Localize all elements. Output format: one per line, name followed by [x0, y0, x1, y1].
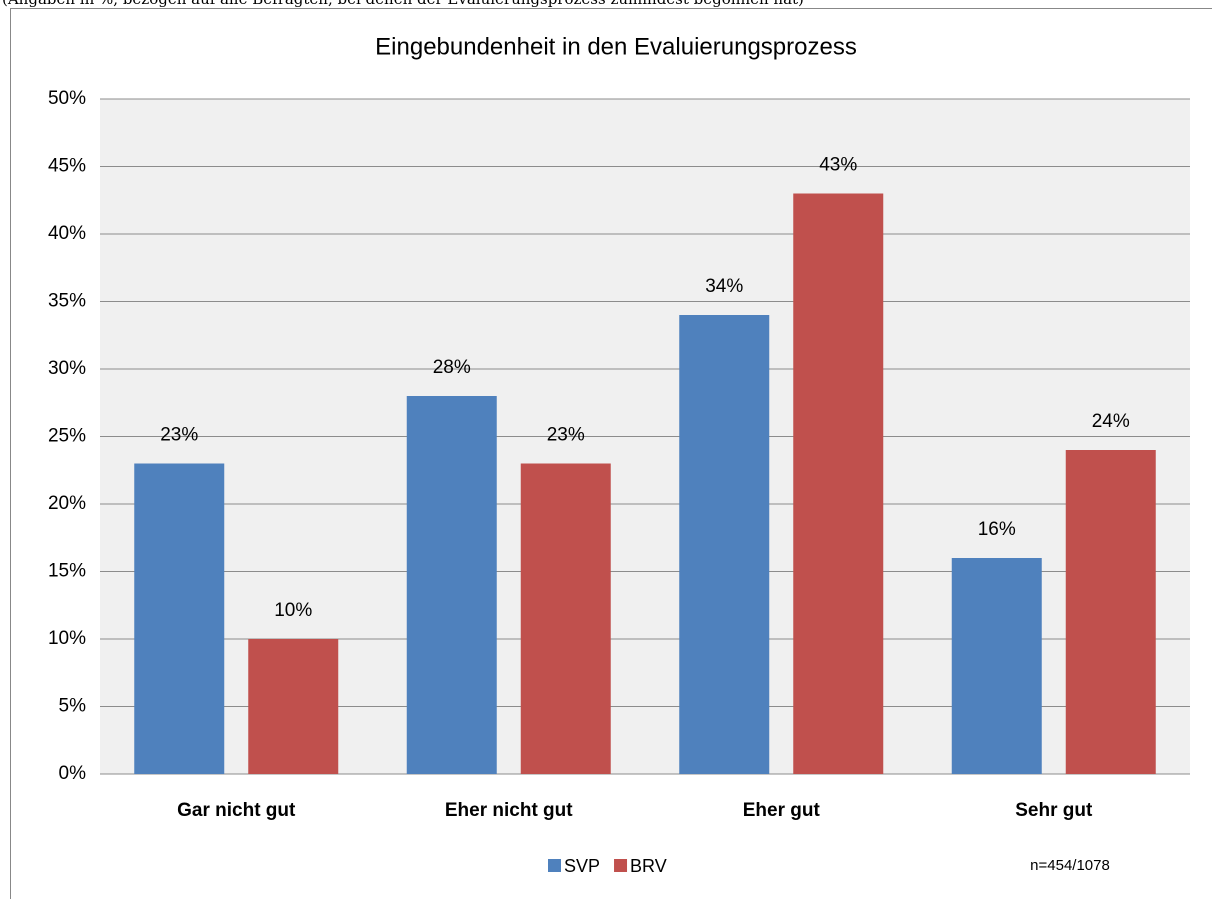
value-label: 28% — [433, 357, 471, 378]
bar — [248, 639, 339, 774]
bar — [520, 463, 611, 774]
y-tick-label: 35% — [48, 291, 86, 312]
bar — [679, 315, 770, 774]
bar — [793, 193, 884, 774]
value-label: 24% — [1092, 411, 1130, 432]
note: n=454/1078 — [1030, 857, 1110, 874]
y-tick-label: 50% — [48, 88, 86, 109]
value-label: 23% — [547, 425, 585, 446]
bar — [406, 396, 497, 774]
legend-label: SVP — [564, 856, 600, 876]
chart-title: Eingebundenheit in den Evaluierungsproze… — [375, 33, 857, 60]
y-tick-label: 30% — [48, 358, 86, 379]
value-label: 16% — [978, 519, 1016, 540]
bar — [134, 463, 225, 774]
bar — [951, 558, 1042, 774]
y-tick-label: 15% — [48, 561, 86, 582]
x-tick-label: Eher nicht gut — [445, 800, 573, 821]
bar — [1065, 450, 1156, 774]
x-tick-label: Sehr gut — [1015, 800, 1093, 821]
y-tick-label: 45% — [48, 156, 86, 177]
legend-swatch — [614, 859, 628, 872]
legend-swatch — [548, 859, 561, 872]
y-tick-label: 5% — [59, 696, 87, 717]
value-label: 10% — [274, 600, 312, 621]
value-label: 23% — [160, 425, 198, 446]
y-tick-label: 0% — [59, 763, 87, 784]
y-tick-label: 10% — [48, 628, 86, 649]
value-label: 43% — [819, 155, 857, 176]
y-tick-label: 25% — [48, 426, 86, 447]
x-tick-label: Gar nicht gut — [177, 800, 296, 821]
value-label: 34% — [705, 276, 743, 297]
y-tick-label: 20% — [48, 493, 86, 514]
legend-label: BRV — [630, 856, 667, 876]
caption: (Angaben in %, bezogen auf alle Befragte… — [2, 0, 804, 8]
x-tick-label: Eher gut — [743, 800, 821, 821]
y-tick-label: 40% — [48, 223, 86, 244]
